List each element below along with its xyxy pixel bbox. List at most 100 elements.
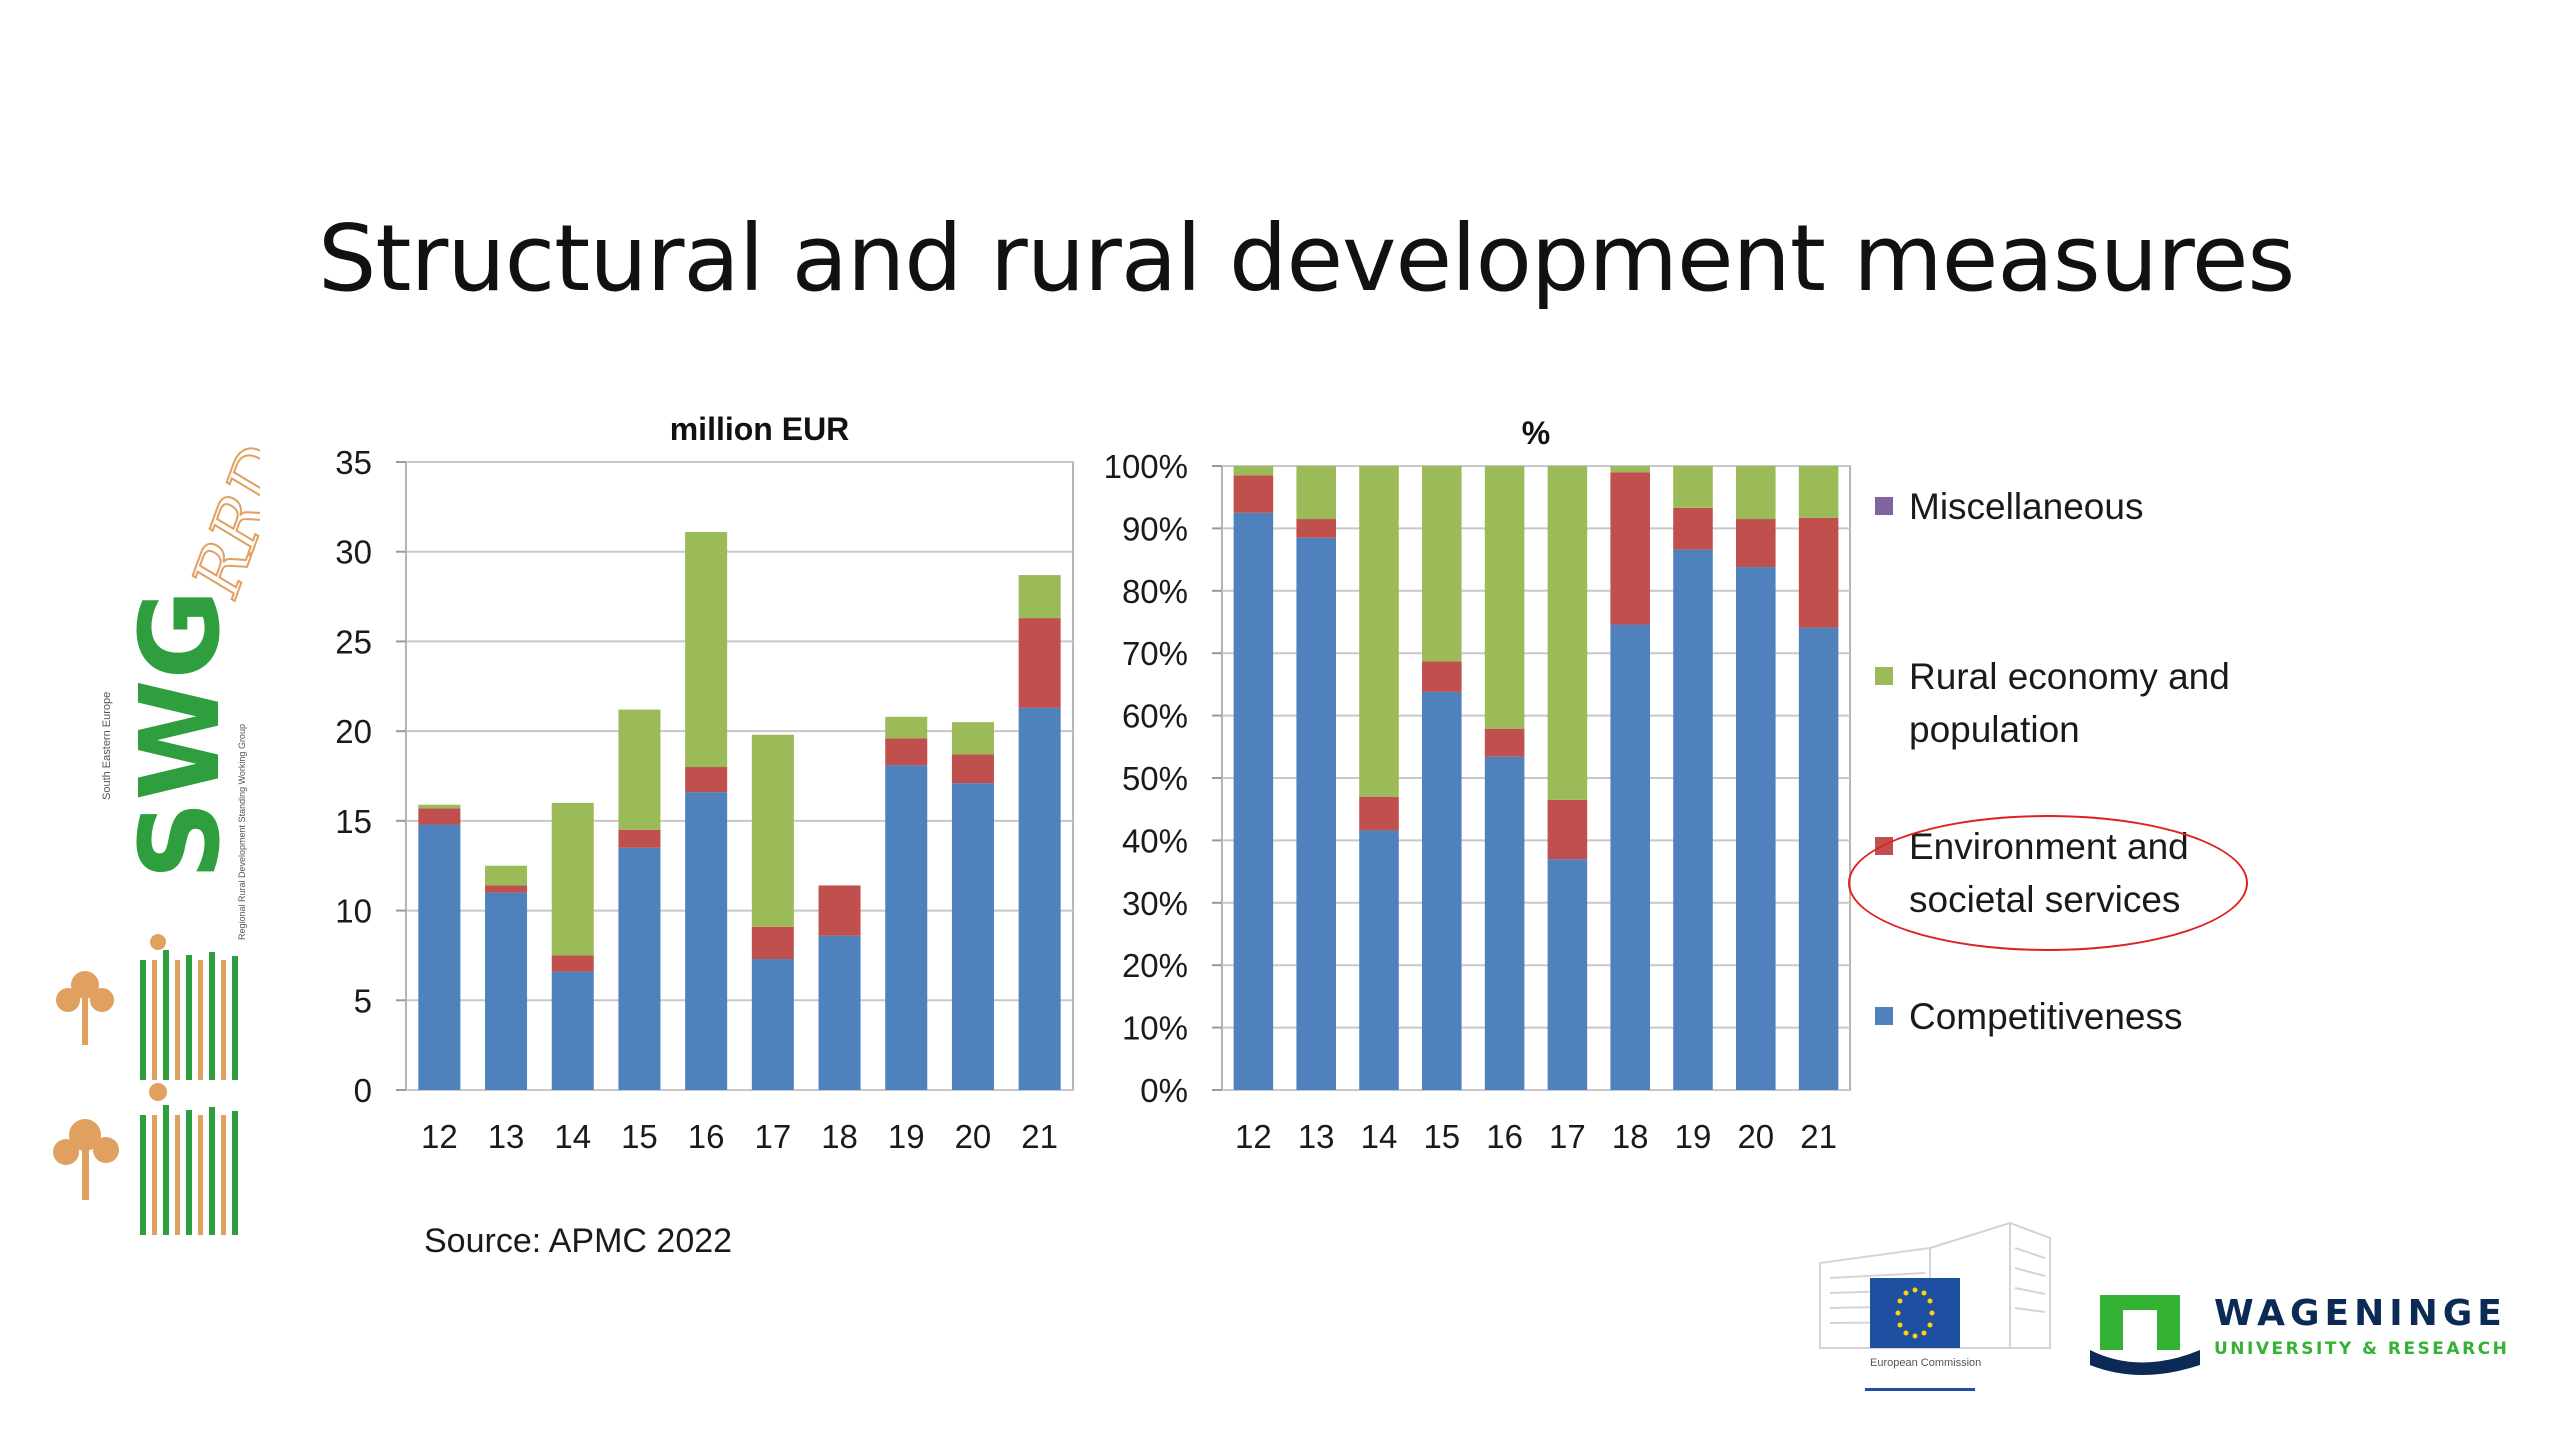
- bar-segment-environment-and-societal-services-15: [618, 829, 661, 848]
- y-tick-label: 25: [335, 623, 372, 660]
- x-tick-label: 13: [488, 1118, 525, 1155]
- bar-segment-environment-and-societal-services-19: [885, 738, 928, 766]
- european-commission-logo: European Commission: [1819, 1221, 2051, 1391]
- chart-title: million EUR: [670, 411, 850, 447]
- y-tick-label: 10: [335, 893, 372, 930]
- bar-segment-environment-and-societal-services-17: [1547, 799, 1588, 860]
- x-tick-label: 18: [821, 1118, 858, 1155]
- bar-segment-rural-economy-and-population-14: [1359, 466, 1399, 797]
- swg-logo-tagline: South Eastern Europe: [101, 692, 113, 800]
- bar-segment-competitiveness-16: [1484, 756, 1525, 1090]
- bar-segment-competitiveness-17: [1547, 859, 1588, 1090]
- bar-segment-rural-economy-and-population-17: [1547, 466, 1588, 800]
- y-tick-label: 50%: [1122, 760, 1188, 797]
- bar-segment-competitiveness-16: [685, 792, 728, 1090]
- y-tick-label: 0%: [1140, 1072, 1188, 1109]
- bar-segment-environment-and-societal-services-18: [1610, 472, 1650, 625]
- tree-icon: [53, 934, 167, 1200]
- x-tick-label: 16: [1486, 1118, 1523, 1155]
- bar-segment-rural-economy-and-population-12: [418, 804, 461, 809]
- legend-label-rural-economy-line2: population: [1909, 709, 2080, 750]
- x-tick-label: 16: [688, 1118, 725, 1155]
- y-tick-label: 10%: [1122, 1010, 1188, 1047]
- bar-segment-rural-economy-and-population-17: [751, 734, 794, 927]
- y-tick-label: 100%: [1104, 448, 1188, 485]
- x-tick-label: 19: [888, 1118, 925, 1155]
- legend-label-rural-economy-line1: Rural economy and: [1909, 656, 2230, 697]
- plot-area-0: 0 5 10 15 20 25 30 35 million EUR 12 13 14 15 16 17 18 1…: [335, 411, 1074, 1155]
- legend-label-rural-economy: Rural economy and population: [1909, 650, 2230, 756]
- wur-logo-sub: UNIVERSITY & RESEARCH: [2214, 1339, 2509, 1359]
- bar-segment-competitiveness-13: [485, 892, 528, 1090]
- y-tick-label: 35: [335, 444, 372, 481]
- bar-segment-competitiveness-13: [1296, 537, 1336, 1090]
- bar-segment-rural-economy-and-population-19: [1673, 466, 1713, 508]
- x-tick-label: 14: [554, 1118, 591, 1155]
- x-tick-label: 19: [1675, 1118, 1712, 1155]
- chart-title: %: [1522, 415, 1550, 451]
- bar-segment-competitiveness-12: [1233, 512, 1274, 1090]
- eu-stars-icon: [1895, 1287, 1935, 1339]
- swg-rrd-logo: South Eastern Europe SWG RRD Regional Ru…: [53, 435, 260, 1235]
- x-tick-label: 13: [1298, 1118, 1335, 1155]
- x-tick-label: 12: [1235, 1118, 1272, 1155]
- bar-segment-environment-and-societal-services-17: [751, 926, 794, 960]
- bar-segment-rural-economy-and-population-13: [485, 865, 528, 886]
- legend-item-competitiveness: Competitiveness: [1875, 990, 2183, 1043]
- legend-swatch-rural-economy: [1875, 667, 1893, 685]
- wur-logo-name: WAGENINGEN: [2214, 1293, 2510, 1334]
- bar-segment-competitiveness-19: [885, 765, 928, 1090]
- bar-segment-rural-economy-and-population-20: [951, 722, 994, 755]
- bar-segment-competitiveness-14: [551, 971, 594, 1090]
- x-tick-label: 15: [1423, 1118, 1460, 1155]
- y-tick-label: 60%: [1122, 698, 1188, 735]
- bar-segment-competitiveness-14: [1359, 830, 1399, 1090]
- x-tick-label: 17: [1549, 1118, 1586, 1155]
- y-tick-label: 30: [335, 534, 372, 571]
- bar-segment-rural-economy-and-population-13: [1296, 466, 1336, 520]
- bar-segment-environment-and-societal-services-13: [485, 885, 528, 893]
- bar-segment-competitiveness-21: [1018, 707, 1061, 1090]
- bar-segment-competitiveness-20: [1736, 567, 1776, 1090]
- bar-segment-rural-economy-and-population-18: [1610, 466, 1650, 473]
- wageningen-logo: WAGENINGEN UNIVERSITY & RESEARCH: [2090, 1293, 2510, 1375]
- x-tick-label: 20: [955, 1118, 992, 1155]
- legend-label-miscellaneous: Miscellaneous: [1909, 486, 2144, 527]
- bar-segment-competitiveness-20: [951, 783, 994, 1090]
- plot-area-1: 0% 10% 20% 30% 40% 50% 60% 70% 80% 90% 100%% 12 13 14…: [1104, 415, 1851, 1155]
- bar-segment-competitiveness-15: [618, 847, 661, 1090]
- x-tick-label: 21: [1021, 1118, 1058, 1155]
- bar-segment-environment-and-societal-services-21: [1798, 517, 1839, 628]
- y-tick-label: 90%: [1122, 510, 1188, 547]
- bar-segment-rural-economy-and-population-21: [1018, 575, 1061, 619]
- bar-segment-rural-economy-and-population-16: [1484, 466, 1525, 729]
- x-tick-label: 17: [754, 1118, 791, 1155]
- y-tick-label: 0: [354, 1072, 372, 1109]
- bar-segment-environment-and-societal-services-13: [1296, 519, 1336, 538]
- x-tick-label: 18: [1612, 1118, 1649, 1155]
- bar-segment-competitiveness-17: [751, 959, 794, 1090]
- bar-segment-competitiveness-19: [1673, 549, 1713, 1090]
- bar-segment-environment-and-societal-services-14: [1359, 796, 1399, 831]
- bar-segment-environment-and-societal-services-15: [1422, 661, 1462, 692]
- swg-logo-rrd: RRD: [177, 436, 260, 606]
- swg-logo-subtitle: Regional Rural Development Standing Work…: [237, 724, 247, 940]
- bar-segment-rural-economy-and-population-15: [618, 709, 661, 830]
- bar-segment-environment-and-societal-services-19: [1673, 507, 1713, 550]
- bar-segment-rural-economy-and-population-12: [1233, 466, 1274, 476]
- bar-segment-environment-and-societal-services-14: [551, 955, 594, 972]
- bar-segment-rural-economy-and-population-20: [1736, 466, 1776, 520]
- y-tick-label: 40%: [1122, 822, 1188, 859]
- y-tick-label: 5: [354, 982, 372, 1019]
- bar-segment-competitiveness-12: [418, 824, 461, 1090]
- legend-swatch-miscellaneous: [1875, 497, 1893, 515]
- legend-swatch-competitiveness: [1875, 1007, 1893, 1025]
- bar-segment-competitiveness-18: [1610, 624, 1650, 1090]
- bar-segment-environment-and-societal-services-18: [818, 885, 861, 936]
- x-tick-label: 15: [621, 1118, 658, 1155]
- bar-segment-rural-economy-and-population-21: [1798, 466, 1839, 518]
- ec-logo-text: European Commission: [1870, 1357, 1981, 1369]
- swg-logo-wordmark: SWG: [116, 589, 244, 880]
